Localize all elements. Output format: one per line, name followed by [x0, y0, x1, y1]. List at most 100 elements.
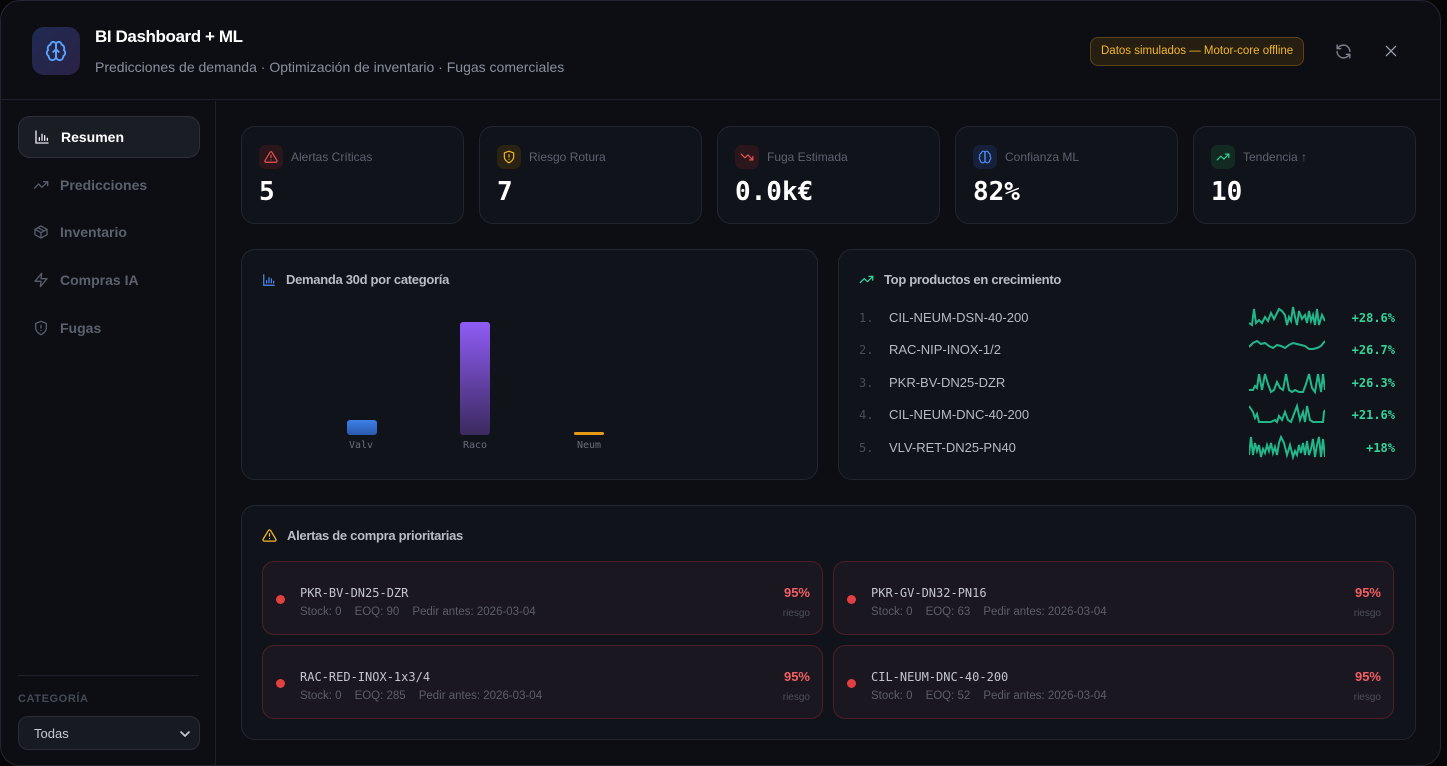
alert-risk: 95% [783, 585, 810, 600]
kpi-label: Fuga Estimada [767, 150, 848, 164]
sidebar-item-resumen[interactable]: Resumen [18, 116, 200, 158]
sidebar-item-label: Resumen [61, 129, 125, 145]
alert-deadline: Pedir antes: 2026-03-04 [412, 606, 536, 618]
bar [574, 432, 604, 435]
rank: 1. [859, 311, 874, 325]
top-product-row[interactable]: 2. RAC-NIP-INOX-1/2 +26.7% [859, 337, 1395, 365]
brain-icon [978, 150, 992, 164]
kpi-label: Alertas Críticas [291, 150, 373, 164]
alert-risk: 95% [1354, 669, 1381, 684]
sparkline [1249, 435, 1325, 461]
sidebar-item-label: Predicciones [60, 177, 148, 193]
bar [460, 322, 490, 435]
sidebar-item-label: Compras IA [60, 272, 139, 288]
bar [347, 420, 377, 435]
kpi-icon-wrap [1211, 145, 1235, 169]
top-product-row[interactable]: 1. CIL-NEUM-DSN-40-200 +28.6% [859, 305, 1395, 333]
top-product-row[interactable]: 4. CIL-NEUM-DNC-40-200 +21.6% [859, 402, 1395, 430]
status-badge: Datos simulados — Motor-core offline [1090, 37, 1305, 66]
kpi-value: 0.0k€ [735, 177, 814, 207]
chevron-down-icon [180, 731, 190, 737]
sidebar: Resumen Predicciones Inventario Compras … [1, 101, 216, 765]
top-product-row[interactable]: 5. VLV-RET-DN25-PN40 +18% [859, 435, 1395, 463]
alert-code: RAC-RED-INOX-1x3/4 [300, 670, 431, 684]
product-name: RAC-NIP-INOX-1/2 [889, 342, 1001, 357]
alert-risk-label: riesgo [1353, 692, 1381, 703]
app-logo [32, 27, 80, 75]
growth-pct: +21.6% [1351, 408, 1395, 422]
alert-deadline: Pedir antes: 2026-03-04 [983, 606, 1107, 618]
alert-stock: Stock: 0 [300, 606, 342, 618]
alert-meta: Stock: 0 EOQ: 63 Pedir antes: 2026-03-04 [871, 606, 1107, 618]
growth-pct: +26.7% [1351, 343, 1395, 357]
sidebar-item-fugas[interactable]: Fugas [18, 307, 200, 349]
sparkline [1249, 402, 1325, 424]
sidebar-item-label: Fugas [60, 320, 102, 336]
sidebar-divider [18, 675, 199, 676]
product-name: CIL-NEUM-DNC-40-200 [889, 407, 1030, 422]
top-product-row[interactable]: 3. PKR-BV-DN25-DZR +26.3% [859, 370, 1395, 398]
refresh-icon [1335, 43, 1351, 59]
kpi-icon-wrap [497, 145, 521, 169]
sidebar-item-predicciones[interactable]: Predicciones [18, 164, 200, 206]
alert-item[interactable]: RAC-RED-INOX-1x3/4 Stock: 0 EOQ: 285 Ped… [262, 645, 823, 719]
risk-dot [276, 595, 285, 604]
kpi-card-fuga-estimada: Fuga Estimada 0.0k€ [717, 126, 940, 224]
alert-code: PKR-BV-DN25-DZR [300, 586, 409, 600]
shield-alert-icon [35, 320, 47, 336]
trending-up-icon [1216, 153, 1230, 161]
sidebar-item-compras-ia[interactable]: Compras IA [18, 259, 200, 301]
alert-meta: Stock: 0 EOQ: 52 Pedir antes: 2026-03-04 [871, 690, 1107, 702]
category-label: CATEGORÍA [18, 693, 89, 705]
rank: 4. [859, 408, 874, 422]
kpi-label: Confianza ML [1005, 150, 1080, 164]
close-icon [1385, 45, 1397, 57]
sparkline [1249, 373, 1325, 395]
category-select-value: Todas [34, 725, 69, 741]
product-name: PKR-BV-DN25-DZR [889, 375, 1006, 390]
chart-bar-valv [346, 322, 378, 435]
product-name: CIL-NEUM-DSN-40-200 [889, 310, 1029, 325]
kpi-icon-wrap [973, 145, 997, 169]
kpi-value: 82% [973, 177, 1020, 207]
alert-item[interactable]: PKR-BV-DN25-DZR Stock: 0 EOQ: 90 Pedir a… [262, 561, 823, 635]
chart-bar-neum [573, 322, 605, 435]
rank: 2. [859, 343, 874, 357]
trending-up-icon [33, 181, 49, 189]
growth-pct: +28.6% [1351, 311, 1395, 325]
demand-chart-card: Demanda 30d por categoría Valv Raco Neum [241, 249, 818, 480]
kpi-card-confianza-ml: Confianza ML 82% [955, 126, 1178, 224]
alert-eoq: EOQ: 52 [925, 690, 971, 702]
purchase-alerts-card: Alertas de compra prioritarias PKR-BV-DN… [241, 505, 1416, 740]
demand-chart-title: Demanda 30d por categoría [286, 272, 449, 287]
alert-stock: Stock: 0 [871, 690, 913, 702]
alert-risk-label: riesgo [782, 608, 810, 619]
close-button[interactable] [1377, 37, 1405, 65]
alert-code: PKR-GV-DN32-PN16 [871, 586, 987, 600]
bar-label: Valv [348, 440, 374, 451]
chart-bar-raco [459, 322, 491, 435]
category-select[interactable]: Todas [18, 716, 200, 750]
refresh-button[interactable] [1329, 37, 1357, 65]
shield-alert-icon [503, 150, 515, 164]
alert-risk: 95% [783, 669, 810, 684]
kpi-icon-wrap [259, 145, 283, 169]
alert-deadline: Pedir antes: 2026-03-04 [418, 690, 543, 702]
app-subtitle: Predicciones de demanda · Optimización d… [95, 59, 565, 75]
card-title: Demanda 30d por categoría [262, 272, 449, 287]
alert-stock: Stock: 0 [871, 606, 913, 618]
alert-item[interactable]: PKR-GV-DN32-PN16 Stock: 0 EOQ: 63 Pedir … [833, 561, 1394, 635]
rank: 5. [859, 441, 874, 455]
alert-triangle-icon [262, 529, 277, 542]
sparkline [1249, 339, 1325, 350]
growth-pct: +18% [1366, 441, 1395, 455]
alert-item[interactable]: CIL-NEUM-DNC-40-200 Stock: 0 EOQ: 52 Ped… [833, 645, 1394, 719]
alert-risk: 95% [1354, 585, 1381, 600]
alert-eoq: EOQ: 63 [925, 606, 971, 618]
kpi-card-riesgo-rotura: Riesgo Rotura 7 [479, 126, 702, 224]
top-products-title: Top productos en crecimiento [884, 272, 1061, 287]
kpi-value: 7 [497, 177, 513, 207]
sidebar-item-inventario[interactable]: Inventario [18, 211, 200, 253]
alert-stock: Stock: 0 [300, 690, 342, 702]
